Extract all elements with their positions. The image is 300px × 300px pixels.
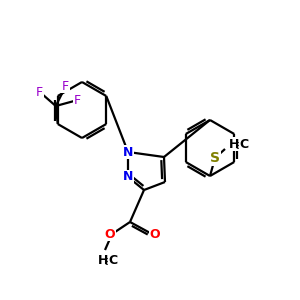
Text: O: O	[105, 227, 115, 241]
Text: C: C	[239, 137, 248, 151]
Text: N: N	[123, 170, 133, 184]
Text: F: F	[74, 94, 81, 106]
Text: N: N	[123, 146, 133, 158]
Text: S: S	[210, 151, 220, 165]
Text: F: F	[36, 85, 43, 98]
Text: 3: 3	[235, 142, 241, 151]
Text: H: H	[229, 137, 239, 151]
Text: O: O	[150, 229, 160, 242]
Text: H: H	[98, 254, 108, 266]
Text: F: F	[62, 80, 69, 92]
Text: C: C	[108, 254, 117, 266]
Text: 3: 3	[104, 258, 110, 267]
